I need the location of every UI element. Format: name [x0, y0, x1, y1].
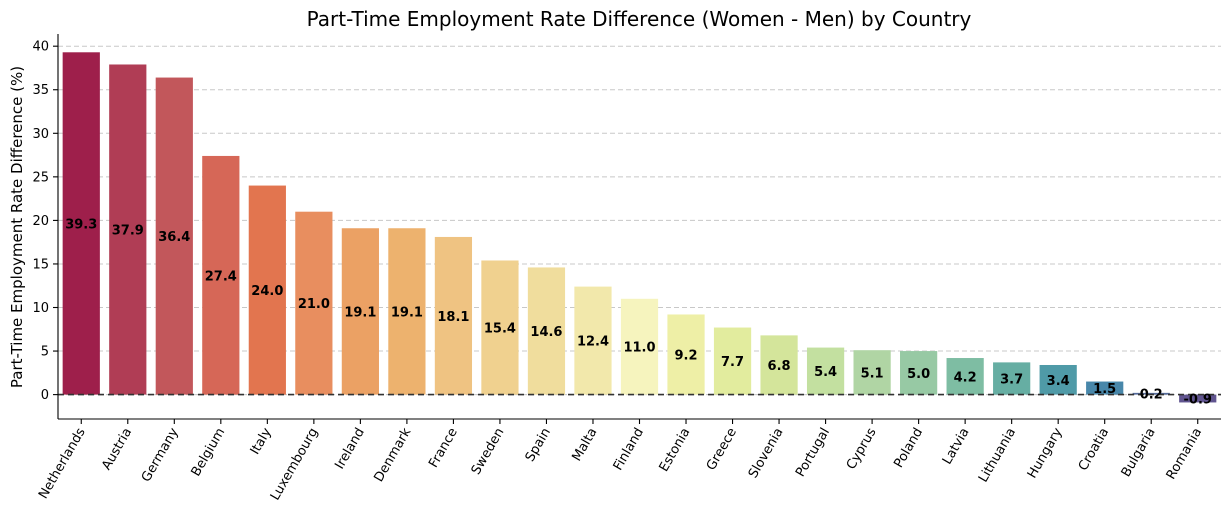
bar-luxembourg: [295, 211, 333, 395]
data-label-estonia: 9.2: [675, 349, 698, 364]
data-label-cyprus: 5.1: [861, 366, 884, 381]
y-axis-label: Part-Time Employment Rate Difference (%): [8, 66, 26, 388]
data-label-croatia: 1.5: [1093, 382, 1116, 397]
bar-croatia: [1086, 381, 1124, 395]
bar-latvia: [946, 358, 984, 395]
bar-germany: [155, 77, 193, 395]
y-tick-label-30: 30: [32, 127, 49, 142]
y-tick-label-25: 25: [32, 170, 49, 185]
bar-spain: [527, 267, 566, 395]
x-tick-label-romania: Romania: [1164, 426, 1205, 483]
x-tick-label-greece: Greece: [704, 426, 740, 474]
bar-lithuania: [993, 362, 1031, 395]
bar-belgium: [202, 155, 240, 395]
x-tick-label-ireland: Ireland: [332, 426, 367, 472]
axes: [53, 34, 1221, 424]
y-tick-label-10: 10: [32, 301, 49, 316]
x-tick-labels: Netherlands Austria Germany Belgium ItalyLux…: [36, 425, 1205, 503]
data-label-slovenia: 6.8: [768, 359, 791, 374]
y-tick-label-40: 40: [32, 40, 49, 55]
data-label-finland: 11.0: [623, 341, 655, 356]
x-tick-label-sweden: Sweden: [469, 426, 508, 478]
x-tick-label-portugal: Portugal: [793, 426, 833, 480]
bar-slovenia: [760, 335, 798, 395]
data-label-austria: 37.9: [112, 224, 144, 239]
y-tick-labels: 0 5 10 15 20 25 30 35 40: [32, 40, 49, 403]
bar-sweden: [481, 260, 519, 395]
y-tick-label-15: 15: [32, 257, 49, 272]
x-tick-label-cyprus: Cyprus: [844, 425, 880, 472]
x-tick-label-lithuania: Lithuania: [976, 426, 1019, 486]
x-tick-label-bulgaria: Bulgaria: [1119, 426, 1159, 480]
data-label-denmark: 19.1: [391, 305, 423, 320]
x-tick-label-italy: Italy: [248, 425, 275, 457]
x-tick-label-netherlands: Netherlands: [36, 425, 89, 501]
data-label-italy: 24.0: [251, 284, 283, 299]
bar-greece: [713, 327, 752, 395]
bar-denmark: [388, 228, 426, 395]
x-tick-label-slovenia: Slovenia: [746, 426, 787, 481]
bars: [62, 52, 1217, 403]
data-label-luxembourg: 21.0: [298, 297, 330, 312]
x-tick-label-luxembourg: Luxembourg: [268, 426, 322, 504]
data-label-sweden: 15.4: [484, 322, 516, 337]
data-label-belgium: 27.4: [205, 269, 237, 284]
x-tick-label-germany: Germany: [139, 425, 182, 485]
data-labels: 39.3 37.9 36.4 27.4 24.0 21.0 19.1 19.1 18.1 15.4…: [65, 217, 1212, 407]
x-tick-label-hungary: Hungary: [1025, 425, 1066, 481]
x-tick-label-croatia: Croatia: [1076, 426, 1112, 474]
bar-netherlands: [62, 52, 100, 395]
bar-portugal: [806, 347, 845, 395]
x-tick-label-spain: Spain: [523, 426, 554, 465]
y-tick-label-5: 5: [41, 345, 49, 360]
bar-cyprus: [853, 350, 891, 395]
bar-estonia: [667, 314, 705, 395]
data-label-lithuania: 3.7: [1000, 372, 1023, 387]
bar-italy: [248, 185, 286, 395]
data-label-ireland: 19.1: [344, 305, 376, 320]
data-label-poland: 5.0: [907, 367, 930, 382]
x-tick-label-austria: Austria: [99, 426, 135, 473]
x-tick-label-belgium: Belgium: [189, 426, 229, 480]
bar-ireland: [341, 228, 379, 395]
data-label-germany: 36.4: [158, 230, 190, 245]
y-tick-label-0: 0: [41, 388, 49, 403]
data-label-spain: 14.6: [530, 325, 562, 340]
data-label-malta: 12.4: [577, 335, 609, 350]
x-tick-label-denmark: Denmark: [371, 425, 414, 485]
bar-finland: [620, 298, 659, 395]
x-tick-label-malta: Malta: [570, 426, 601, 465]
bar-romania: [1179, 394, 1217, 403]
x-tick-label-finland: Finland: [611, 426, 647, 474]
x-tick-label-latvia: Latvia: [940, 426, 973, 468]
bar-bulgaria: [1132, 392, 1170, 395]
chart-title: Part-Time Employment Rate Difference (Wo…: [307, 7, 972, 31]
x-tick-label-estonia: Estonia: [657, 426, 694, 475]
data-label-greece: 7.7: [721, 355, 744, 370]
y-tick-label-20: 20: [32, 214, 49, 229]
bar-malta: [574, 286, 612, 395]
x-tick-label-france: France: [426, 426, 461, 471]
data-label-latvia: 4.2: [954, 370, 977, 385]
bar-hungary: [1039, 364, 1077, 395]
y-tick-label-35: 35: [32, 83, 49, 98]
data-label-bulgaria: 0.2: [1140, 388, 1163, 403]
data-label-netherlands: 39.3: [65, 217, 97, 232]
bar-poland: [900, 351, 938, 395]
data-label-portugal: 5.4: [814, 365, 837, 380]
data-label-romania: -0.9: [1184, 393, 1212, 408]
bar-austria: [109, 64, 147, 395]
x-tick-label-poland: Poland: [891, 426, 926, 471]
data-label-france: 18.1: [437, 310, 469, 325]
bar-france: [434, 236, 473, 395]
data-label-hungary: 3.4: [1047, 374, 1070, 389]
